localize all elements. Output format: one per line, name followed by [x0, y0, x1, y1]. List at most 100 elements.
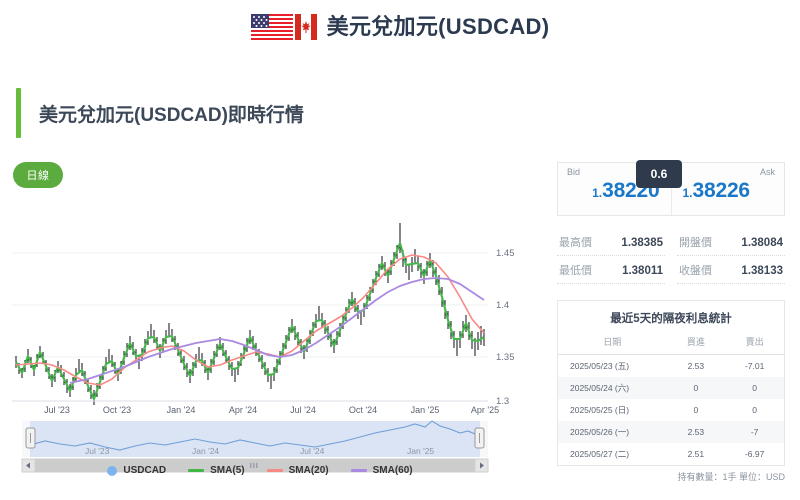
cell-buy: 2.53: [687, 361, 705, 371]
svg-text:Jan '24: Jan '24: [167, 405, 196, 415]
scrollbar-track: [35, 459, 475, 472]
navigator-scrollbar: [21, 458, 489, 473]
stat-label: 收盤價: [679, 265, 712, 277]
svg-text:Jan '25: Jan '25: [407, 446, 434, 456]
svg-text:Jul '23: Jul '23: [85, 446, 110, 456]
sma5-line: [15, 241, 485, 401]
legend-marker-line-icon: [350, 469, 367, 472]
svg-text:Oct '23: Oct '23: [103, 405, 131, 415]
overnight-footnote: 持有數量：1手 單位：USD: [677, 472, 785, 482]
overnight-table: 日期 買進 賣出 2025/05/23 (五) 2.53 -7.01 2025/…: [558, 333, 784, 465]
overnight-card-title: 最近5天的隔夜利息統計: [610, 313, 732, 325]
sma20-line: [15, 254, 485, 386]
legend-label: USDCAD: [123, 465, 167, 476]
stat-value: 1.38011: [622, 265, 663, 277]
scrollbar-grip: [250, 463, 258, 468]
stat-high: 最高價 1.38385: [557, 228, 665, 256]
svg-text:Apr '25: Apr '25: [471, 405, 499, 415]
spread-badge: 0.6: [636, 160, 682, 188]
svg-text:Jul '23: Jul '23: [44, 405, 70, 415]
chart-x-axis-labels: Jul '23 Oct '23 Jan '24 Apr '24 Jul '24 …: [44, 405, 499, 415]
ask-price-prefix: 1.: [682, 185, 693, 200]
ask-cell[interactable]: Ask 1.38226: [670, 163, 785, 215]
accent-bar: [16, 88, 21, 138]
svg-text:Oct '24: Oct '24: [349, 405, 377, 415]
stat-close: 收盤價 1.38133: [677, 256, 785, 284]
legend-label: SMA(5): [210, 465, 245, 476]
column-header-sell: 賣出: [725, 333, 784, 355]
cell-date: 2025/05/24 (六): [570, 383, 630, 393]
chart-y-axis-labels: 1.45 1.4 1.35 1.3: [496, 248, 515, 407]
svg-text:Apr '24: Apr '24: [229, 405, 257, 415]
cell-date: 2025/05/25 (日): [570, 405, 630, 415]
cell-buy: 2.53: [687, 427, 705, 437]
svg-text:Jan '25: Jan '25: [411, 405, 440, 415]
ask-price-main: 38226: [692, 178, 751, 202]
price-chart[interactable]: 1.45 1.4 1.35 1.3: [0, 205, 540, 495]
column-header-date: 日期: [558, 333, 667, 355]
svg-text:1.3: 1.3: [496, 396, 509, 407]
cell-sell: -7: [750, 427, 759, 437]
navigator-handle-right: [474, 427, 485, 449]
stat-value: 1.38084: [741, 237, 783, 249]
svg-text:1.35: 1.35: [496, 352, 515, 363]
section-heading: 美元兌加元(USDCAD)即時行情: [16, 88, 304, 138]
chart-canvas[interactable]: 1.45 1.4 1.35 1.3: [0, 205, 540, 495]
cell-buy: 2.51: [687, 449, 705, 459]
legend-label: SMA(60): [372, 465, 413, 476]
us-flag-icon: [250, 14, 293, 40]
chart-legend: USDCAD SMA(5) SMA(20) SMA(60): [0, 465, 520, 476]
bid-price-prefix: 1.: [592, 185, 603, 200]
table-row: 2025/05/26 (一) 2.53 -7: [558, 421, 784, 443]
canada-flag-icon: [294, 14, 317, 40]
currency-pair-flags: [250, 14, 317, 40]
cell-sell: 0: [752, 405, 757, 415]
svg-text:Jul '24: Jul '24: [300, 446, 325, 456]
cell-buy: 0: [693, 383, 699, 393]
stat-open: 開盤價 1.38084: [677, 228, 785, 256]
column-header-buy: 買進: [666, 333, 726, 355]
ask-price: 1.38226: [681, 180, 776, 201]
cell-sell: -6.97: [744, 449, 765, 459]
page-title: 美元兌加元(USDCAD): [326, 14, 550, 39]
legend-item-sma5[interactable]: SMA(5): [188, 465, 245, 476]
cell-date: 2025/05/26 (一): [570, 427, 630, 437]
table-header-row: 日期 買進 賣出: [558, 333, 784, 355]
stat-value: 1.38385: [621, 237, 663, 249]
stat-low: 最低價 1.38011: [557, 256, 665, 284]
legend-label: SMA(20): [288, 465, 329, 476]
candlestick-series: [15, 223, 485, 405]
chart-navigator: Jul '23 Jan '24 Jul '24 Jan '25: [21, 420, 489, 473]
legend-marker-line-icon: [188, 469, 205, 472]
legend-item-sma20[interactable]: SMA(20): [266, 465, 329, 476]
stats-row: 最高價 1.38385 開盤價 1.38084: [557, 228, 785, 256]
svg-text:1.45: 1.45: [496, 248, 515, 259]
stats-row: 最低價 1.38011 收盤價 1.38133: [557, 256, 785, 284]
table-row: 2025/05/27 (二) 2.51 -6.97: [558, 443, 784, 465]
price-stats: 最高價 1.38385 開盤價 1.38084 最低價 1.38011 收盤價 …: [557, 228, 785, 284]
bid-label: Bid: [567, 167, 581, 177]
legend-marker-line-icon: [266, 469, 283, 472]
navigator-handle-left: [25, 427, 36, 449]
stat-label: 最高價: [559, 237, 592, 249]
table-row: 2025/05/24 (六) 0 0: [558, 377, 784, 399]
table-row: 2025/05/23 (五) 2.53 -7.01: [558, 355, 784, 378]
stat-label: 開盤價: [679, 237, 712, 249]
section-title-text: 美元兌加元(USDCAD)即時行情: [39, 104, 304, 126]
table-row: 2025/05/25 (日) 0 0: [558, 399, 784, 421]
ask-label: Ask: [759, 167, 775, 177]
cell-buy: 0: [693, 405, 699, 415]
overnight-interest-card: 最近5天的隔夜利息統計 日期 買進 賣出 2025/05/23 (五) 2.53…: [557, 300, 785, 466]
page-header: 美元兌加元(USDCAD): [0, 14, 800, 40]
svg-text:Jan '24: Jan '24: [192, 446, 219, 456]
stat-value: 1.38133: [741, 265, 783, 277]
navigator-x-labels: Jul '23 Jan '24 Jul '24 Jan '25: [85, 446, 434, 456]
cell-sell: 0: [752, 383, 757, 393]
svg-text:Jul '24: Jul '24: [290, 405, 316, 415]
cell-sell: -7.01: [744, 361, 765, 371]
legend-item-sma60[interactable]: SMA(60): [350, 465, 413, 476]
svg-text:1.4: 1.4: [496, 300, 509, 311]
legend-item-usdcad[interactable]: USDCAD: [107, 465, 166, 476]
period-daily-button[interactable]: 日線: [13, 162, 63, 188]
